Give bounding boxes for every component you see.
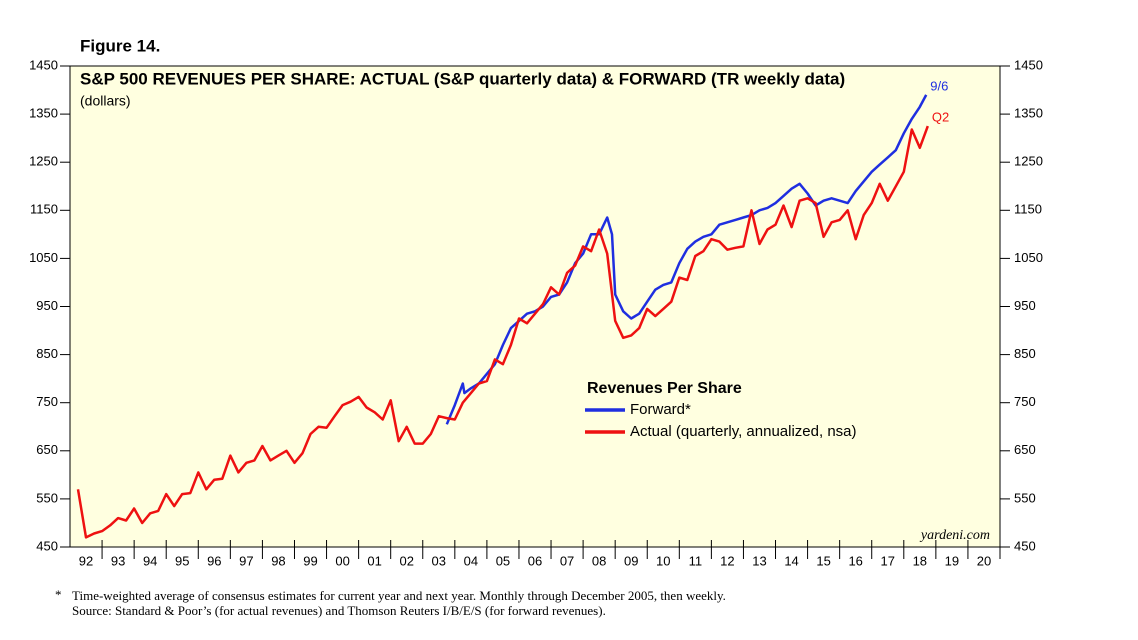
x-tick-label: 96 [207,553,221,568]
y2-tick-label: 850 [1014,346,1036,361]
x-tick-label: 11 [689,553,703,568]
series-line [445,94,928,425]
x-tick-label: 99 [303,553,317,568]
footnote-line: Source: Standard & Poor’s (for actual re… [72,603,606,618]
x-tick-label: 94 [143,553,157,568]
x-tick-label: 20 [977,553,991,568]
x-tick-label: 01 [367,553,381,568]
y-tick-label: 1350 [29,106,58,121]
y-tick-label: 550 [36,490,58,505]
x-tick-label: 04 [464,553,478,568]
end-label: Q2 [932,110,949,125]
end-label: 9/6 [930,78,948,93]
footnote-line: Time-weighted average of consensus estim… [72,588,726,603]
y2-tick-label: 1250 [1014,154,1043,169]
legend-label: Forward* [630,401,691,418]
x-tick-label: 14 [784,553,798,568]
x-tick-label: 09 [624,553,638,568]
y-tick-label: 950 [36,298,58,313]
y-tick-label: 850 [36,346,58,361]
y-tick-label: 1450 [29,57,58,72]
x-tick-label: 95 [175,553,189,568]
x-tick-label: 18 [913,553,927,568]
x-tick-label: 08 [592,553,606,568]
x-tick-label: 17 [881,553,895,568]
x-tick-label: 07 [560,553,574,568]
credit: yardeni.com [919,528,990,543]
y2-tick-label: 1050 [1014,250,1043,265]
footnote-marker: * [55,587,62,602]
x-tick-label: 93 [111,553,125,568]
y-tick-label: 1050 [29,250,58,265]
x-tick-label: 12 [720,553,734,568]
y2-tick-label: 950 [1014,298,1036,313]
y2-tick-label: 650 [1014,442,1036,457]
plot-area [69,65,1001,548]
figure-label: Figure 14. [80,36,160,55]
y-tick-label: 650 [36,442,58,457]
y-tick-label: 1250 [29,154,58,169]
legend-title: Revenues Per Share [587,380,742,397]
x-tick-label: 16 [848,553,862,568]
y2-tick-label: 450 [1014,538,1036,553]
x-tick-label: 06 [528,553,542,568]
y2-tick-label: 550 [1014,490,1036,505]
x-tick-label: 92 [79,553,93,568]
x-tick-label: 15 [816,553,830,568]
chart-title: S&P 500 REVENUES PER SHARE: ACTUAL (S&P … [80,69,845,88]
x-tick-label: 00 [335,553,349,568]
x-tick-label: 13 [752,553,766,568]
x-tick-label: 19 [945,553,959,568]
x-tick-label: 02 [399,553,413,568]
y-tick-label: 450 [36,538,58,553]
y2-tick-label: 1450 [1014,57,1043,72]
x-tick-label: 05 [496,553,510,568]
chart-subtitle: (dollars) [80,93,131,109]
y2-tick-label: 1350 [1014,106,1043,121]
x-tick-label: 10 [656,553,670,568]
y-tick-label: 750 [36,394,58,409]
x-tick-label: 97 [239,553,253,568]
x-tick-label: 98 [271,553,285,568]
y2-tick-label: 750 [1014,394,1036,409]
y-tick-label: 1150 [30,202,58,217]
legend-label: Actual (quarterly, annualized, nsa) [630,423,857,440]
series-line [76,125,929,539]
x-tick-label: 03 [432,553,446,568]
y2-tick-label: 1150 [1014,202,1042,217]
